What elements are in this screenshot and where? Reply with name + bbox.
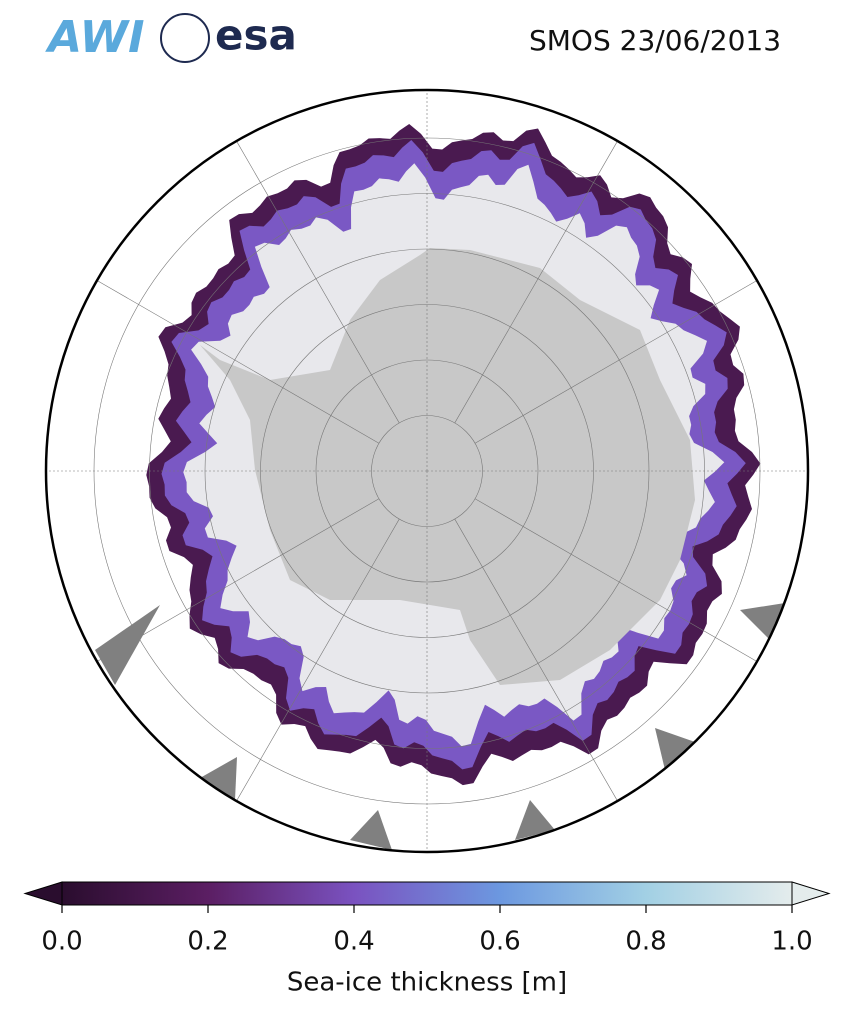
map-frame <box>44 88 810 854</box>
land <box>350 810 392 850</box>
meridian <box>236 140 400 424</box>
colorbar-extend-min <box>23 881 63 906</box>
land <box>95 605 160 685</box>
land <box>515 800 555 840</box>
colorbar-tick-label: 0.6 <box>479 927 520 957</box>
parallel <box>371 415 483 527</box>
meridian <box>474 280 758 444</box>
colorbar-ramp <box>61 881 793 906</box>
colorbar-tick-label: 1.0 <box>771 927 812 957</box>
land <box>655 728 695 770</box>
antarctica <box>180 248 695 685</box>
meridian <box>96 498 380 662</box>
meridian <box>236 518 400 802</box>
meridian <box>454 140 618 424</box>
esa-logo: esa <box>215 11 297 60</box>
awi-logo: AWI <box>45 12 145 63</box>
graticule <box>46 90 808 852</box>
meridian <box>474 498 758 662</box>
colorbar-extend-max <box>791 881 831 906</box>
meridian <box>96 280 380 444</box>
colorbar-tick-label: 0.8 <box>625 927 666 957</box>
land <box>200 757 237 800</box>
colorbar: 0.0 0.2 0.4 0.6 0.8 1.0 <box>23 881 831 957</box>
colorbar-tick-label: 0.0 <box>41 927 82 957</box>
esa-emblem <box>160 13 210 63</box>
logos: AWI esa <box>45 11 297 63</box>
colorbar-label: Sea-ice thickness [m] <box>287 968 567 998</box>
map <box>46 90 808 852</box>
parallel <box>260 304 594 638</box>
title: SMOS 23/06/2013 <box>529 24 781 57</box>
meridian <box>454 518 618 802</box>
colorbar-tick-label: 0.2 <box>187 927 228 957</box>
parallel <box>315 359 539 583</box>
colorbar-tick-label: 0.4 <box>333 927 374 957</box>
